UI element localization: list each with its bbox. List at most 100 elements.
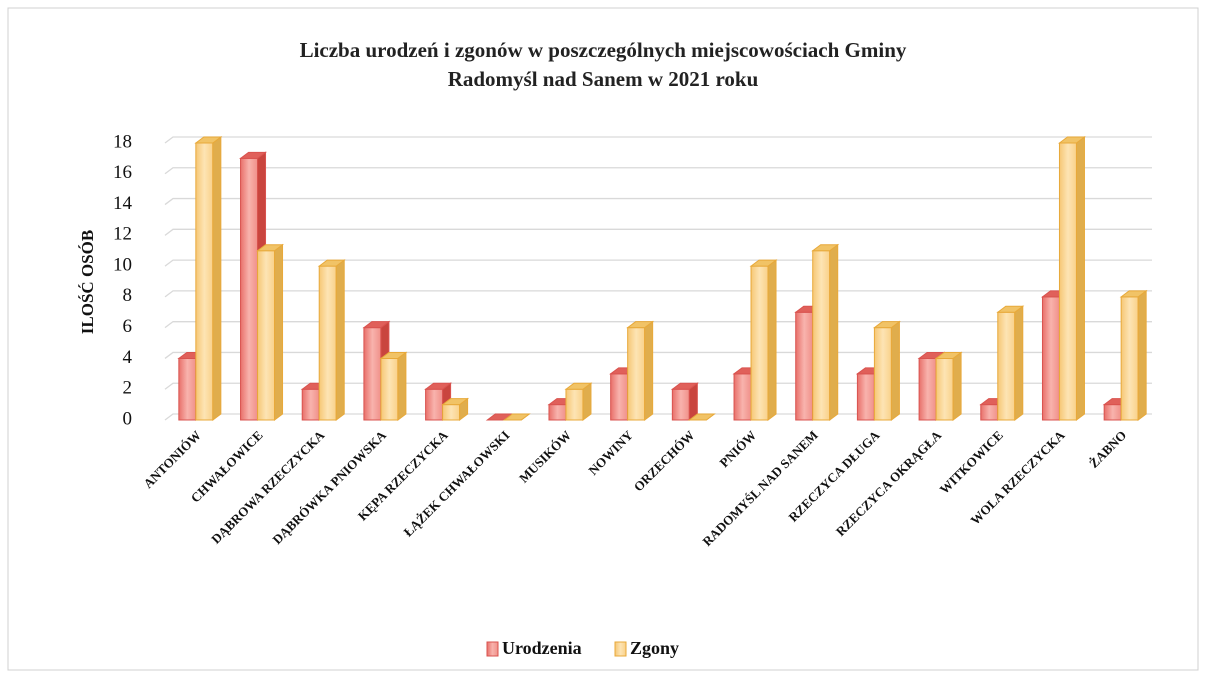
chart-title: Liczba urodzeń i zgonów w poszczególnych… [299, 38, 907, 91]
bar-top [1119, 290, 1148, 298]
bar-top [749, 259, 778, 267]
bar [1057, 136, 1086, 421]
bar-front [873, 327, 892, 421]
bar-front [195, 142, 214, 421]
bar-front [1103, 404, 1122, 421]
bar-front [750, 265, 769, 421]
bar-side [335, 259, 345, 421]
bar-top [194, 136, 223, 144]
bar-front [548, 404, 567, 421]
y-tick-label: 18 [113, 131, 132, 152]
bar-front [425, 388, 444, 421]
bar-top [670, 382, 699, 390]
bar-front [856, 373, 875, 421]
y-tick-label: 16 [113, 162, 132, 183]
bar-front [610, 373, 629, 421]
y-tick-label: 2 [123, 378, 133, 399]
bar-front [795, 311, 814, 421]
bar-side [1014, 305, 1024, 421]
bar-top [934, 351, 963, 359]
bar-front [240, 157, 259, 421]
x-tick-label: PNIÓW [716, 428, 759, 471]
bar-top [687, 413, 716, 421]
bar-front [997, 311, 1016, 421]
chart-border [7, 7, 1199, 671]
bar-side [952, 351, 962, 421]
bar-top [811, 244, 840, 252]
bar-side [1137, 289, 1147, 421]
bar-front [980, 404, 999, 421]
bar [502, 413, 531, 421]
bar-front [363, 327, 382, 421]
bar-side [274, 243, 284, 421]
bar-front [733, 373, 752, 421]
bar [934, 351, 963, 421]
x-tick-label: WITKOWICE [937, 428, 1006, 497]
grid-line [164, 259, 1152, 267]
bar-front [935, 357, 954, 421]
x-tick-label: ANTONIÓW [140, 428, 204, 492]
bar-side [1075, 136, 1085, 421]
bar-top [441, 398, 470, 406]
y-tick-label: 8 [123, 285, 133, 306]
x-tick-label: ŁĄŻEK CHWAŁOWSKI [400, 428, 512, 540]
bar [872, 320, 901, 421]
bar-front [1058, 142, 1077, 421]
x-tick-label: NOWINY [585, 427, 636, 478]
bar-side [397, 351, 407, 421]
bar-top [564, 382, 593, 390]
y-tick-label: 6 [123, 316, 133, 337]
x-tick-label: DĄBROWA RZECZYCKA [208, 427, 328, 547]
bar-top [379, 351, 408, 359]
y-tick-label: 4 [123, 347, 133, 368]
legend-label: Zgony [630, 638, 679, 658]
bar [194, 136, 223, 421]
legend-swatch [486, 641, 499, 657]
bar-front [671, 388, 690, 421]
bar-top [1057, 136, 1086, 144]
y-tick-label: 12 [113, 224, 132, 245]
bar-top [256, 244, 285, 252]
bar-top [424, 382, 453, 390]
grid-line [164, 167, 1152, 175]
bar-top [626, 321, 655, 329]
legend-swatch [614, 641, 627, 657]
bar-front [1041, 296, 1060, 421]
y-tick-label: 10 [113, 254, 132, 275]
bar-front [442, 404, 461, 421]
bar-top [362, 321, 391, 329]
x-tick-label: ŻABNO [1086, 428, 1129, 471]
x-tick-label: RADOMYŚL NAD SANEM [699, 428, 820, 549]
y-axis-label: ILOŚĆ OSÓB [78, 230, 97, 334]
bar-top [872, 321, 901, 329]
bar [626, 320, 655, 421]
bar [256, 243, 285, 421]
x-tick-label: MUSIKÓW [516, 428, 574, 486]
bar [1119, 289, 1148, 421]
bar [317, 259, 346, 421]
bar-front [301, 388, 320, 421]
bar [687, 413, 716, 421]
bar-front [1120, 296, 1139, 421]
y-tick-label: 14 [113, 193, 133, 214]
x-tick-label: ORZECHÓW [631, 428, 698, 495]
bar-side [767, 259, 777, 421]
grid-line [164, 228, 1152, 236]
x-tick-label: RZECZYCA OKRĄGŁA [833, 427, 945, 539]
bar-front [918, 357, 937, 421]
legend-label: Urodzenia [502, 638, 582, 658]
grid-line [164, 290, 1152, 298]
bar-front [318, 265, 337, 421]
bar-side [890, 320, 900, 421]
bar [670, 382, 699, 421]
bar [811, 243, 840, 421]
bar-top [317, 259, 346, 267]
bar-front [565, 388, 584, 421]
bar-side [644, 320, 654, 421]
bar [749, 259, 778, 421]
bar [996, 305, 1025, 421]
bar-top [996, 305, 1025, 313]
grid-line [164, 197, 1152, 206]
bar-front [380, 357, 399, 421]
